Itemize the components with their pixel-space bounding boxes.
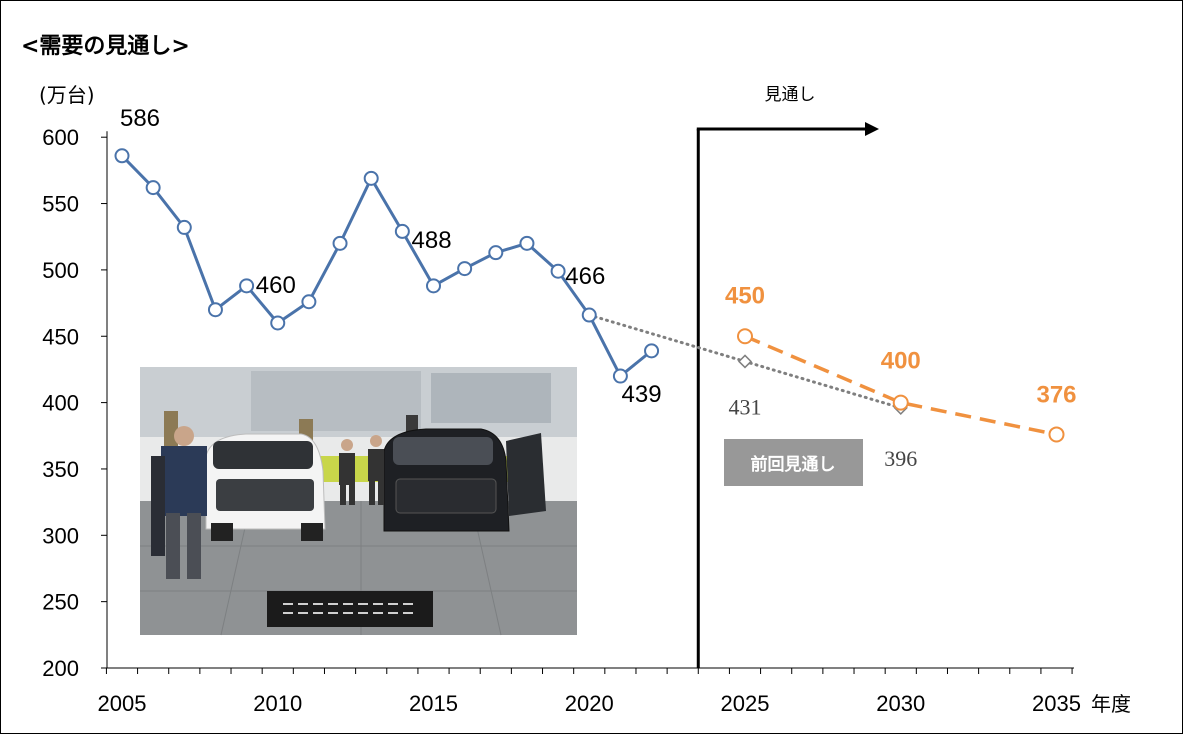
- new-forecast-point: [737, 328, 753, 345]
- y-tick-label: 200: [42, 656, 79, 681]
- actual-point: [176, 219, 192, 235]
- forecast-label: 見通し: [765, 85, 816, 105]
- previous-point: [737, 354, 753, 369]
- data-label-new: 400: [881, 348, 921, 375]
- actual-point: [270, 315, 286, 331]
- series-line-new: [744, 334, 1057, 437]
- actual-point: [457, 261, 473, 277]
- actual-point: [332, 235, 348, 251]
- x-tick-label: 2025: [721, 691, 770, 716]
- x-tick-label: 2015: [409, 691, 458, 716]
- y-tick-label: 250: [42, 590, 79, 615]
- x-tick-label: 2020: [565, 691, 614, 716]
- data-label-actual: 466: [565, 263, 605, 290]
- data-label-actual: 439: [622, 381, 662, 408]
- actual-point: [301, 294, 317, 310]
- actual-point: [550, 263, 566, 279]
- y-tick-label: 350: [42, 457, 79, 482]
- previous-forecast-text: 前回見通し: [751, 454, 836, 475]
- actual-point: [145, 180, 161, 196]
- actual-point: [239, 278, 255, 294]
- new-forecast-point: [1048, 426, 1065, 443]
- series-line-actual: [120, 154, 653, 379]
- data-label-previous: 431: [729, 394, 762, 419]
- actual-point: [207, 302, 223, 318]
- axes: 200 250 300 350 400 450 500 550 600 2005 2010 2015 2…: [42, 125, 1081, 716]
- x-axis-unit-label: 年度: [1091, 692, 1131, 716]
- showroom-photo: [140, 367, 577, 636]
- actual-point: [644, 343, 660, 359]
- actual-point: [519, 235, 535, 251]
- actual-point: [114, 148, 130, 164]
- y-tick-label: 400: [42, 391, 79, 416]
- data-labels: 586 460 488 466 439 431 396 450 400 376: [120, 105, 1077, 471]
- actual-point: [363, 170, 379, 186]
- y-axis-unit-label: (万台): [39, 83, 95, 107]
- data-label-actual: 586: [120, 105, 160, 132]
- actual-point: [612, 368, 628, 384]
- x-tick-label: 2030: [876, 691, 925, 716]
- data-label-previous: 396: [884, 446, 917, 471]
- y-tick-label: 550: [42, 192, 79, 217]
- y-tick-label: 300: [42, 523, 79, 548]
- actual-point: [488, 245, 504, 261]
- y-tick-label: 450: [42, 324, 79, 349]
- previous-forecast-label: 前回見通し: [724, 439, 863, 486]
- y-tick-label: 600: [42, 125, 79, 150]
- x-tick-label: 2035: [1032, 691, 1081, 716]
- actual-point: [426, 278, 441, 294]
- forecast-arrowhead: [865, 122, 879, 136]
- data-label-actual: 460: [256, 272, 296, 299]
- data-label-actual: 488: [412, 227, 452, 254]
- new-forecast-point: [892, 394, 909, 411]
- y-tick-label: 500: [42, 258, 79, 283]
- forecast-marker: 見通し: [696, 85, 879, 668]
- series-layer: [114, 148, 1065, 443]
- data-label-new: 376: [1036, 381, 1076, 408]
- data-label-new: 450: [725, 282, 765, 309]
- actual-point: [394, 223, 410, 239]
- chart-title: <需要の見通し>: [21, 34, 190, 59]
- x-tick-label: 2005: [98, 691, 147, 716]
- x-tick-label: 2010: [253, 691, 302, 716]
- actual-point: [581, 307, 597, 323]
